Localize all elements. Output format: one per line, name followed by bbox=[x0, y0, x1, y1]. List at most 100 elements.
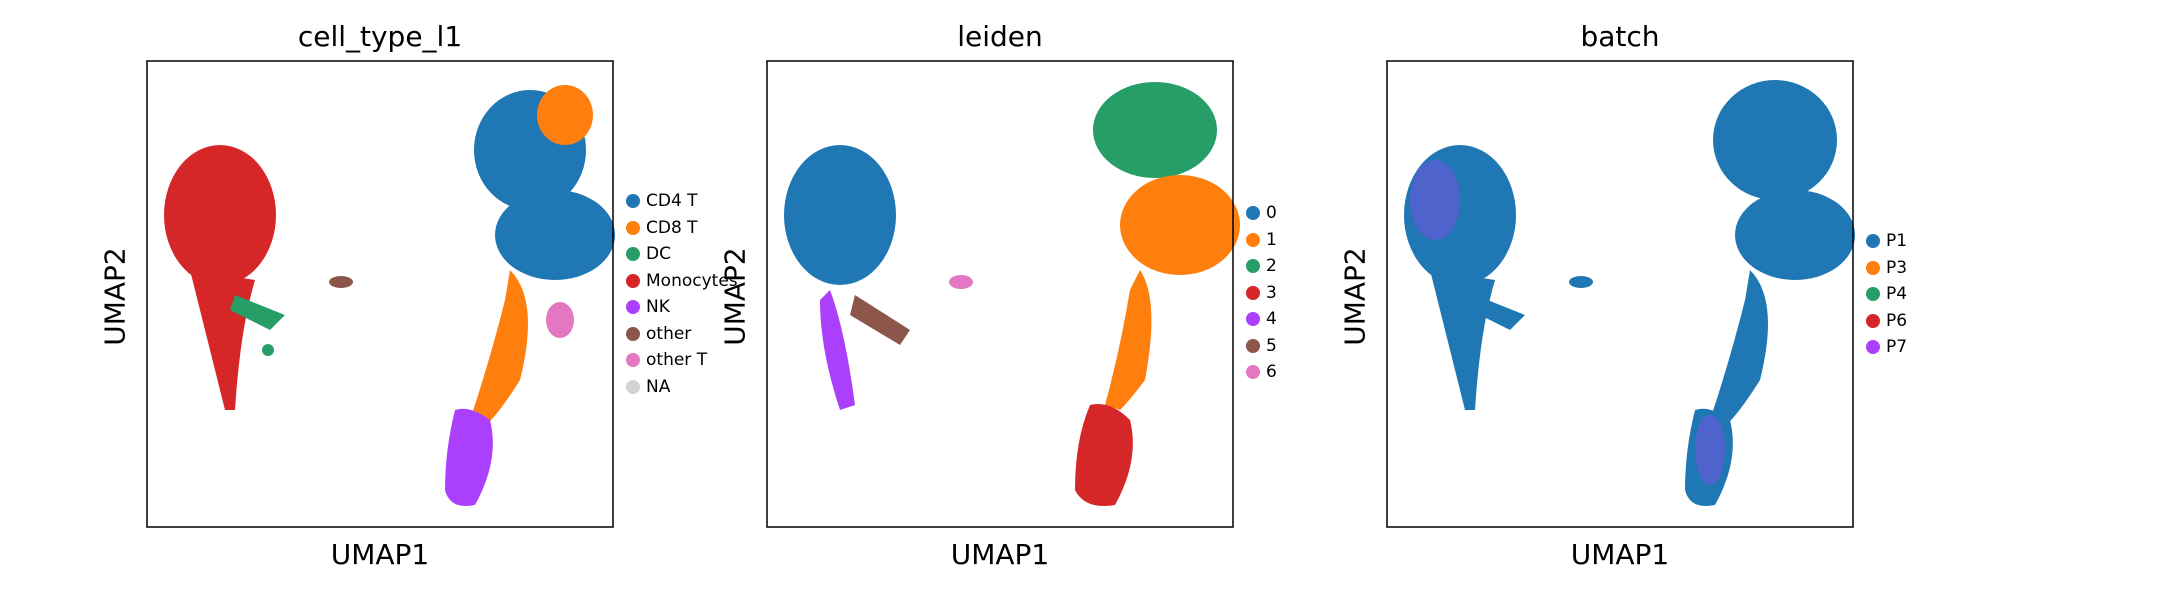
legend-marker bbox=[626, 273, 640, 288]
scatter-plot bbox=[766, 60, 1240, 528]
legend-label: NK bbox=[646, 297, 670, 318]
legend: 0 1 2 3 4 5 6 bbox=[1246, 200, 1277, 386]
legend-marker bbox=[626, 300, 640, 315]
y-axis-label: UMAP2 bbox=[1338, 247, 1372, 346]
legend-label: 3 bbox=[1266, 282, 1277, 303]
legend-item: 3 bbox=[1246, 280, 1277, 307]
x-axis-label: UMAP1 bbox=[1570, 538, 1670, 571]
legend-marker bbox=[1246, 365, 1260, 380]
x-axis-label: UMAP1 bbox=[330, 538, 430, 571]
cluster-6 bbox=[949, 275, 973, 289]
cluster-3 bbox=[1075, 404, 1133, 506]
legend-item: CD8 T bbox=[626, 215, 738, 242]
y-axis-label: UMAP2 bbox=[98, 247, 132, 346]
legend-label: P1 bbox=[1886, 231, 1908, 252]
legend-marker bbox=[1246, 285, 1260, 300]
legend-marker bbox=[626, 220, 640, 235]
scatter-plot bbox=[146, 60, 615, 528]
cluster-1-stem bbox=[1105, 270, 1152, 410]
cluster-monocytes-stalk bbox=[190, 270, 255, 410]
legend-item: 1 bbox=[1246, 227, 1277, 254]
umap-panel-cell-type: cell_type_l1 UMAP1 UMAP2 CD4 T CD8 T DC … bbox=[0, 0, 738, 600]
legend-marker bbox=[626, 247, 640, 262]
legend-item: NA bbox=[626, 374, 738, 401]
legend-marker bbox=[1246, 338, 1260, 353]
legend-marker bbox=[1866, 313, 1880, 328]
legend-item: P7 bbox=[1866, 334, 1907, 361]
batch-p7-overlay bbox=[1695, 415, 1725, 485]
legend-label: DC bbox=[646, 244, 671, 265]
legend-label: P6 bbox=[1886, 310, 1908, 331]
plot-frame bbox=[146, 60, 614, 528]
legend-label: Monocytes bbox=[646, 270, 738, 291]
legend-item: 2 bbox=[1246, 253, 1277, 280]
legend-item: 6 bbox=[1246, 359, 1277, 386]
legend-label: 0 bbox=[1266, 203, 1277, 224]
legend-marker bbox=[1866, 260, 1880, 275]
legend-marker bbox=[1246, 232, 1260, 247]
legend-item: P1 bbox=[1866, 228, 1907, 255]
umap-panel-leiden: leiden UMAP1 UMAP2 0 1 2 3 4 5 6 bbox=[620, 0, 1340, 600]
panel-title: batch bbox=[1580, 20, 1660, 53]
cluster-dc-small bbox=[262, 344, 274, 356]
batch-p7-overlay bbox=[1410, 160, 1460, 240]
legend: CD4 T CD8 T DC Monocytes NK other other … bbox=[626, 188, 738, 400]
cluster-right-top bbox=[1713, 80, 1837, 200]
legend-item: 5 bbox=[1246, 333, 1277, 360]
plot-frame bbox=[1386, 60, 1854, 528]
cluster-4 bbox=[820, 290, 855, 410]
legend-item: NK bbox=[626, 294, 738, 321]
legend-marker bbox=[626, 379, 640, 394]
legend-label: NA bbox=[646, 376, 671, 397]
cluster-0 bbox=[784, 145, 896, 285]
legend-item: other bbox=[626, 321, 738, 348]
legend-item: P3 bbox=[1866, 255, 1907, 282]
legend-marker bbox=[1866, 340, 1880, 355]
legend-marker bbox=[1246, 259, 1260, 274]
legend-item: P4 bbox=[1866, 281, 1907, 308]
legend-label: CD8 T bbox=[646, 217, 698, 238]
cluster-right-bottom bbox=[1685, 408, 1733, 506]
panel-title: cell_type_l1 bbox=[297, 20, 463, 53]
x-axis-label: UMAP1 bbox=[950, 538, 1050, 571]
legend-label: P7 bbox=[1886, 337, 1908, 358]
umap-panel-batch: batch UMAP1 UMAP2 P1 P3 P4 P6 P7 bbox=[1240, 0, 1960, 600]
legend-label: 1 bbox=[1266, 229, 1277, 250]
legend-marker bbox=[1866, 287, 1880, 302]
point-clouds bbox=[784, 82, 1240, 506]
scatter-plot bbox=[1386, 60, 1855, 528]
legend-marker bbox=[1866, 234, 1880, 249]
legend-label: P3 bbox=[1886, 257, 1908, 278]
legend-marker bbox=[1246, 206, 1260, 221]
legend-item: P6 bbox=[1866, 308, 1907, 335]
legend-marker bbox=[1246, 312, 1260, 327]
legend-item: DC bbox=[626, 241, 738, 268]
legend-label: 6 bbox=[1266, 362, 1277, 383]
cluster-right-stem bbox=[1710, 270, 1768, 430]
legend-item: CD4 T bbox=[626, 188, 738, 215]
point-clouds bbox=[164, 85, 615, 506]
panel-title: leiden bbox=[957, 20, 1043, 53]
legend-marker bbox=[626, 194, 640, 209]
cluster-right-mid bbox=[1735, 190, 1855, 280]
cluster-left bbox=[1404, 145, 1516, 285]
cluster-small bbox=[1569, 276, 1593, 288]
legend-label: other T bbox=[646, 350, 708, 371]
cluster-monocytes bbox=[164, 145, 276, 285]
legend-item: 4 bbox=[1246, 306, 1277, 333]
cluster-cd4t-mid bbox=[495, 190, 615, 280]
legend-label: P4 bbox=[1886, 284, 1908, 305]
legend-label: CD4 T bbox=[646, 191, 698, 212]
cluster-nk bbox=[445, 408, 493, 506]
legend-label: other bbox=[646, 323, 692, 344]
legend-label: 5 bbox=[1266, 335, 1277, 356]
legend-item: Monocytes bbox=[626, 268, 738, 295]
cluster-2 bbox=[1093, 82, 1217, 178]
legend-label: 4 bbox=[1266, 309, 1277, 330]
legend: P1 P3 P4 P6 P7 bbox=[1866, 228, 1907, 361]
cluster-5 bbox=[850, 295, 910, 345]
y-axis-label: UMAP2 bbox=[718, 247, 752, 346]
legend-marker bbox=[626, 326, 640, 341]
legend-item: other T bbox=[626, 347, 738, 374]
cluster-other-t bbox=[546, 302, 574, 338]
